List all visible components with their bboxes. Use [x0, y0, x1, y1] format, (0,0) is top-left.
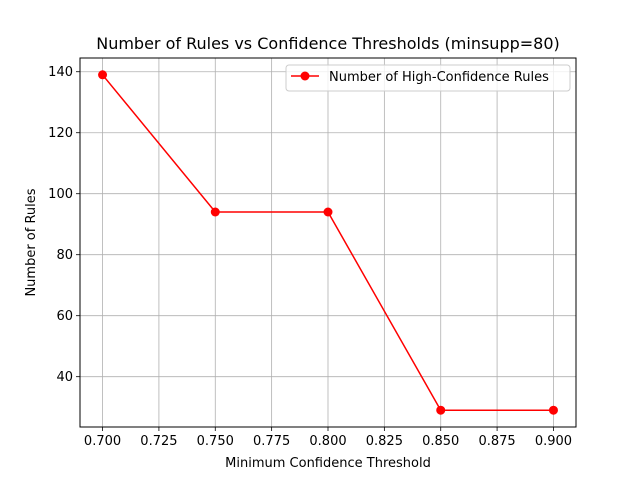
data-point: [548, 405, 558, 415]
series-layer: [98, 70, 558, 415]
y-tick-label: 40: [56, 370, 73, 385]
legend-entry-label: Number of High-Confidence Rules: [329, 70, 549, 85]
y-tick-label: 100: [48, 187, 73, 202]
x-tick-label: 0.800: [309, 434, 346, 449]
y-tick-label: 120: [48, 126, 73, 141]
y-tick-label: 140: [48, 65, 73, 80]
x-tick-label: 0.875: [478, 434, 515, 449]
data-point: [436, 405, 446, 415]
x-tick-label: 0.700: [84, 434, 121, 449]
data-point: [323, 207, 333, 217]
x-axis-label: Minimum Confidence Threshold: [225, 456, 431, 471]
data-point: [210, 207, 220, 217]
legend-marker: [300, 71, 310, 81]
y-tick-label: 60: [56, 309, 73, 324]
chart-title: Number of Rules vs Confidence Thresholds…: [96, 34, 560, 53]
y-axis-label: Number of Rules: [24, 188, 39, 296]
y-axis: 40 60 80 100 120 140: [48, 65, 80, 385]
legend-box: [285, 64, 571, 92]
x-tick-label: 0.725: [140, 434, 177, 449]
x-axis: 0.700 0.725 0.750 0.775 0.800 0.825 0.850 0.875…: [84, 427, 572, 449]
data-point: [98, 70, 108, 80]
grid-lines: [80, 58, 576, 427]
x-tick-label: 0.900: [535, 434, 572, 449]
x-tick-label: 0.750: [197, 434, 234, 449]
x-tick-label: 0.775: [253, 434, 290, 449]
x-tick-label: 0.850: [422, 434, 459, 449]
legend: Number of High-Confidence Rules: [285, 64, 571, 92]
x-tick-label: 0.825: [366, 434, 403, 449]
y-tick-label: 80: [56, 248, 73, 263]
